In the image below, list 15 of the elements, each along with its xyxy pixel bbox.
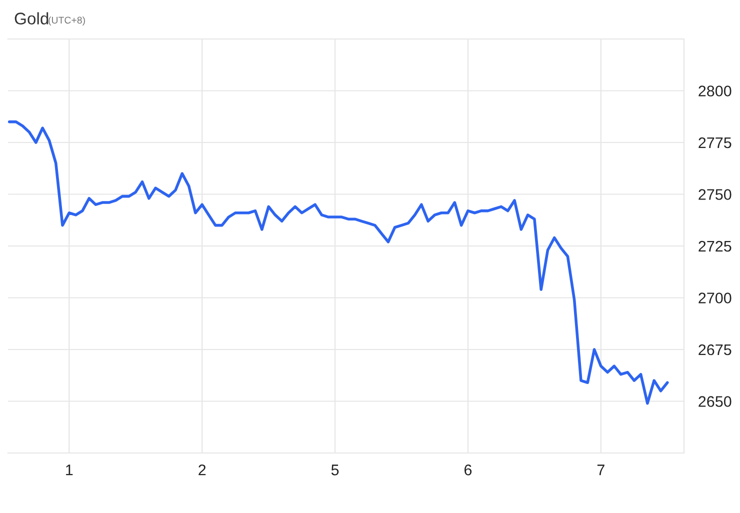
y-tick-label: 2800 bbox=[698, 86, 732, 96]
x-tick-label: 5 bbox=[331, 464, 339, 476]
x-tick-label: 1 bbox=[66, 464, 73, 476]
y-tick-label: 2725 bbox=[698, 240, 732, 252]
x-tick-label: 6 bbox=[464, 464, 472, 476]
chart-subtitle: (UTC+8) bbox=[48, 16, 85, 26]
line-series bbox=[8, 120, 669, 405]
chart-title: Gold bbox=[14, 12, 48, 24]
y-tick-label: 2650 bbox=[698, 396, 732, 407]
x-tick-label: 7 bbox=[597, 464, 604, 476]
y-tick-label: 2775 bbox=[698, 137, 732, 148]
y-tick-label: 2750 bbox=[698, 189, 732, 200]
x-tick-label: 2 bbox=[198, 464, 206, 476]
y-tick-label: 2700 bbox=[698, 292, 732, 304]
y-tick-label: 2675 bbox=[698, 344, 732, 356]
